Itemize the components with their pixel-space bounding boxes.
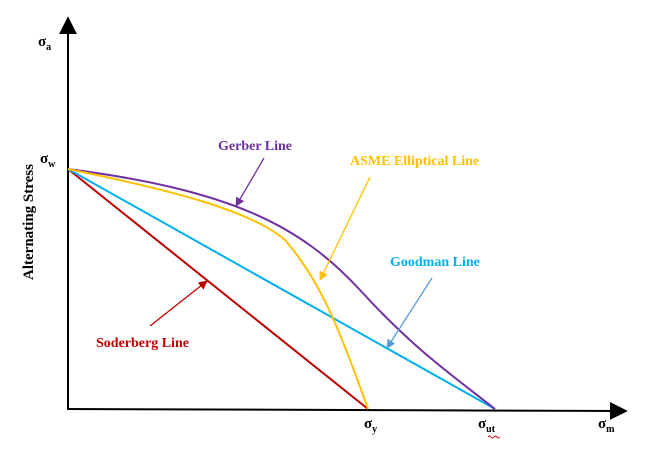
y-axis-title: Alternating Stress: [21, 164, 37, 280]
x-axis: [66, 401, 628, 420]
goodman-label: Goodman Line: [390, 255, 480, 270]
asme-arrow: [319, 176, 371, 281]
endurance-limit-symbol: σw: [40, 151, 56, 170]
y-axis-symbol: σa: [38, 34, 51, 53]
ultimate-strength-symbol: σut: [478, 416, 496, 435]
asme-label: ASME Elliptical Line: [350, 154, 479, 169]
soderberg-label: Soderberg Line: [96, 336, 189, 351]
asme-elliptical-line: [67, 168, 369, 410]
spellcheck-underline: [487, 435, 501, 439]
gerber-arrow: [235, 157, 265, 207]
soderberg-arrow: [149, 280, 208, 327]
x-axis-symbol: σm: [598, 416, 615, 435]
gerber-label: Gerber Line: [218, 139, 292, 154]
goodman-line: [67, 168, 496, 410]
soderberg-line: [67, 168, 369, 410]
gerber-line: [67, 168, 496, 410]
yield-strength-symbol: σy: [364, 416, 377, 435]
goodman-arrow: [386, 277, 433, 349]
